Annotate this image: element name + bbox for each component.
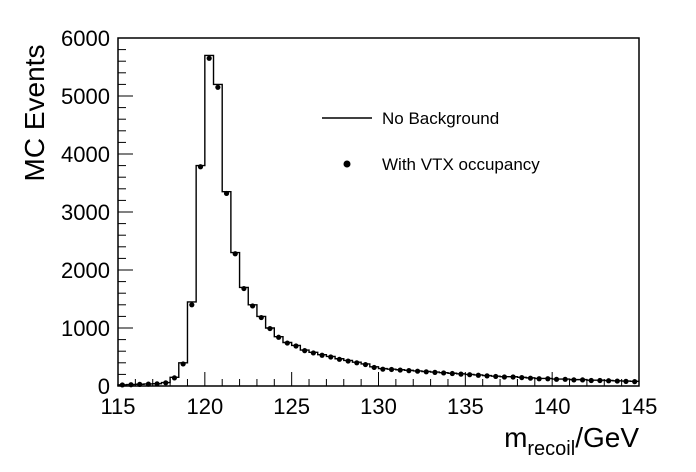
series-vtx-occupancy-point <box>189 302 195 308</box>
series-vtx-occupancy-point <box>536 376 542 382</box>
series-vtx-occupancy-point <box>414 368 421 374</box>
series-vtx-occupancy-point <box>493 373 499 380</box>
y-axis-label: MC Events <box>19 45 50 182</box>
series-vtx-occupancy-point <box>232 251 238 257</box>
series-vtx-occupancy-point <box>163 380 169 386</box>
series-vtx-occupancy-point <box>623 378 629 384</box>
series-vtx-occupancy-point <box>606 378 612 384</box>
series-vtx-occupancy-point <box>284 340 290 346</box>
series-vtx-occupancy-point <box>171 375 178 381</box>
y-tick-label: 3000 <box>61 200 110 225</box>
series-vtx-occupancy-point <box>345 358 351 364</box>
series-vtx-occupancy-point <box>249 303 256 309</box>
series-vtx-occupancy-point <box>571 377 577 383</box>
x-tick-label: 115 <box>100 394 135 419</box>
series-vtx-occupancy-point <box>579 377 586 383</box>
series-layer <box>117 54 639 388</box>
x-tick-label: 125 <box>273 394 310 419</box>
series-vtx-occupancy-point <box>276 334 282 340</box>
series-vtx-occupancy-point <box>336 356 343 362</box>
series-vtx-occupancy-point <box>223 190 230 197</box>
x-tick-label: 135 <box>447 394 484 419</box>
legend-marker-swatch <box>343 160 351 168</box>
tick-labels: 115 120 125 130 135 140 145 0 1000 2000 3000 4000 50… <box>61 26 657 419</box>
y-tick-label: 2000 <box>61 258 110 283</box>
series-vtx-occupancy-point <box>484 373 490 379</box>
series-vtx-occupancy-point <box>197 164 204 170</box>
series-vtx-occupancy-point <box>397 367 403 373</box>
x-tick-label: 145 <box>621 394 658 419</box>
series-vtx-occupancy-point <box>441 370 447 376</box>
series-vtx-occupancy-point <box>588 377 594 384</box>
series-vtx-occupancy-point <box>553 376 560 382</box>
series-vtx-occupancy-point <box>119 382 125 388</box>
series-vtx-occupancy-point <box>406 368 412 374</box>
series-no-background-step <box>117 54 639 386</box>
series-vtx-occupancy-point <box>423 369 429 375</box>
series-vtx-occupancy-point <box>258 314 264 321</box>
series-vtx-occupancy-point <box>241 285 247 292</box>
y-tick-label: 1000 <box>61 316 110 341</box>
y-tick-label: 5000 <box>61 84 110 109</box>
series-vtx-occupancy-point <box>354 360 360 366</box>
series-vtx-occupancy-point <box>293 343 299 349</box>
series-vtx-occupancy-point <box>154 381 160 387</box>
series-vtx-occupancy-point <box>215 84 221 90</box>
legend-label-vtx-occupancy: With VTX occupancy <box>382 155 540 174</box>
legend: No Background With VTX occupancy <box>322 109 540 174</box>
series-vtx-occupancy-point <box>510 374 516 380</box>
series-vtx-occupancy-point <box>501 374 508 380</box>
x-axis-label-subscript: recoil <box>527 438 575 460</box>
series-vtx-occupancy-point <box>180 361 186 367</box>
y-tick-label: 4000 <box>61 142 110 167</box>
series-vtx-occupancy-point <box>206 55 212 61</box>
y-tick-label: 6000 <box>61 26 110 51</box>
series-vtx-occupancy-point <box>371 364 377 371</box>
x-tick-label: 140 <box>534 394 571 419</box>
x-axis-label: mrecoil/GeV <box>504 422 639 460</box>
series-vtx-occupancy-point <box>432 369 438 375</box>
series-vtx-occupancy-point <box>467 372 473 378</box>
legend-label-no-background: No Background <box>382 109 499 128</box>
series-vtx-occupancy-point <box>362 361 369 368</box>
plot-frame <box>117 37 640 387</box>
x-axis-label-unit: /GeV <box>575 422 639 453</box>
x-tick-label: 120 <box>186 394 223 419</box>
x-axis-label-main: m <box>504 422 527 453</box>
series-vtx-occupancy-point <box>328 354 334 360</box>
series-vtx-occupancy-point <box>519 374 525 381</box>
series-vtx-occupancy-point <box>597 377 603 384</box>
series-vtx-occupancy-point <box>310 350 316 356</box>
series-vtx-occupancy-point <box>380 366 386 372</box>
series-vtx-occupancy-point <box>632 379 638 385</box>
series-vtx-occupancy-point <box>319 352 325 358</box>
series-vtx-occupancy-point <box>475 372 481 378</box>
series-vtx-occupancy-point <box>267 325 273 332</box>
series-vtx-occupancy-point <box>458 371 464 377</box>
series-vtx-occupancy-point <box>449 370 455 377</box>
x-tick-label: 130 <box>360 394 397 419</box>
series-vtx-occupancy-point <box>614 378 620 384</box>
y-tick-label: 0 <box>98 374 110 399</box>
series-vtx-occupancy-point <box>388 366 395 373</box>
series-vtx-occupancy-point <box>302 348 308 354</box>
series-vtx-occupancy-point <box>545 376 551 382</box>
series-vtx-occupancy-point <box>527 375 534 381</box>
series-vtx-occupancy-point <box>562 376 568 382</box>
